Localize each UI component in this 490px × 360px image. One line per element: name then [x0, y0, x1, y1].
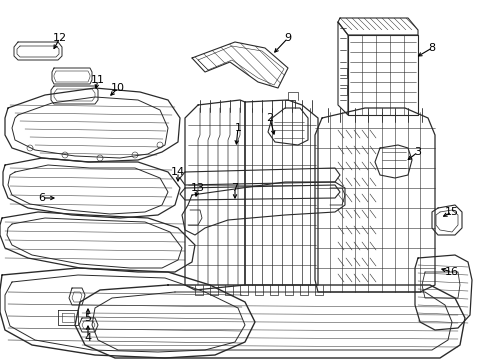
- Text: 5: 5: [84, 313, 92, 323]
- Text: 12: 12: [53, 33, 67, 43]
- Text: 10: 10: [111, 83, 125, 93]
- Text: 7: 7: [231, 183, 239, 193]
- Text: 16: 16: [445, 267, 459, 277]
- Text: 13: 13: [191, 183, 205, 193]
- Text: 9: 9: [284, 33, 292, 43]
- Text: 3: 3: [415, 147, 421, 157]
- Text: 15: 15: [445, 207, 459, 217]
- Text: 4: 4: [84, 333, 92, 343]
- Text: 1: 1: [235, 123, 242, 133]
- Text: 8: 8: [428, 43, 436, 53]
- Text: 14: 14: [171, 167, 185, 177]
- Text: 6: 6: [39, 193, 46, 203]
- Text: 11: 11: [91, 75, 105, 85]
- Text: 2: 2: [267, 113, 273, 123]
